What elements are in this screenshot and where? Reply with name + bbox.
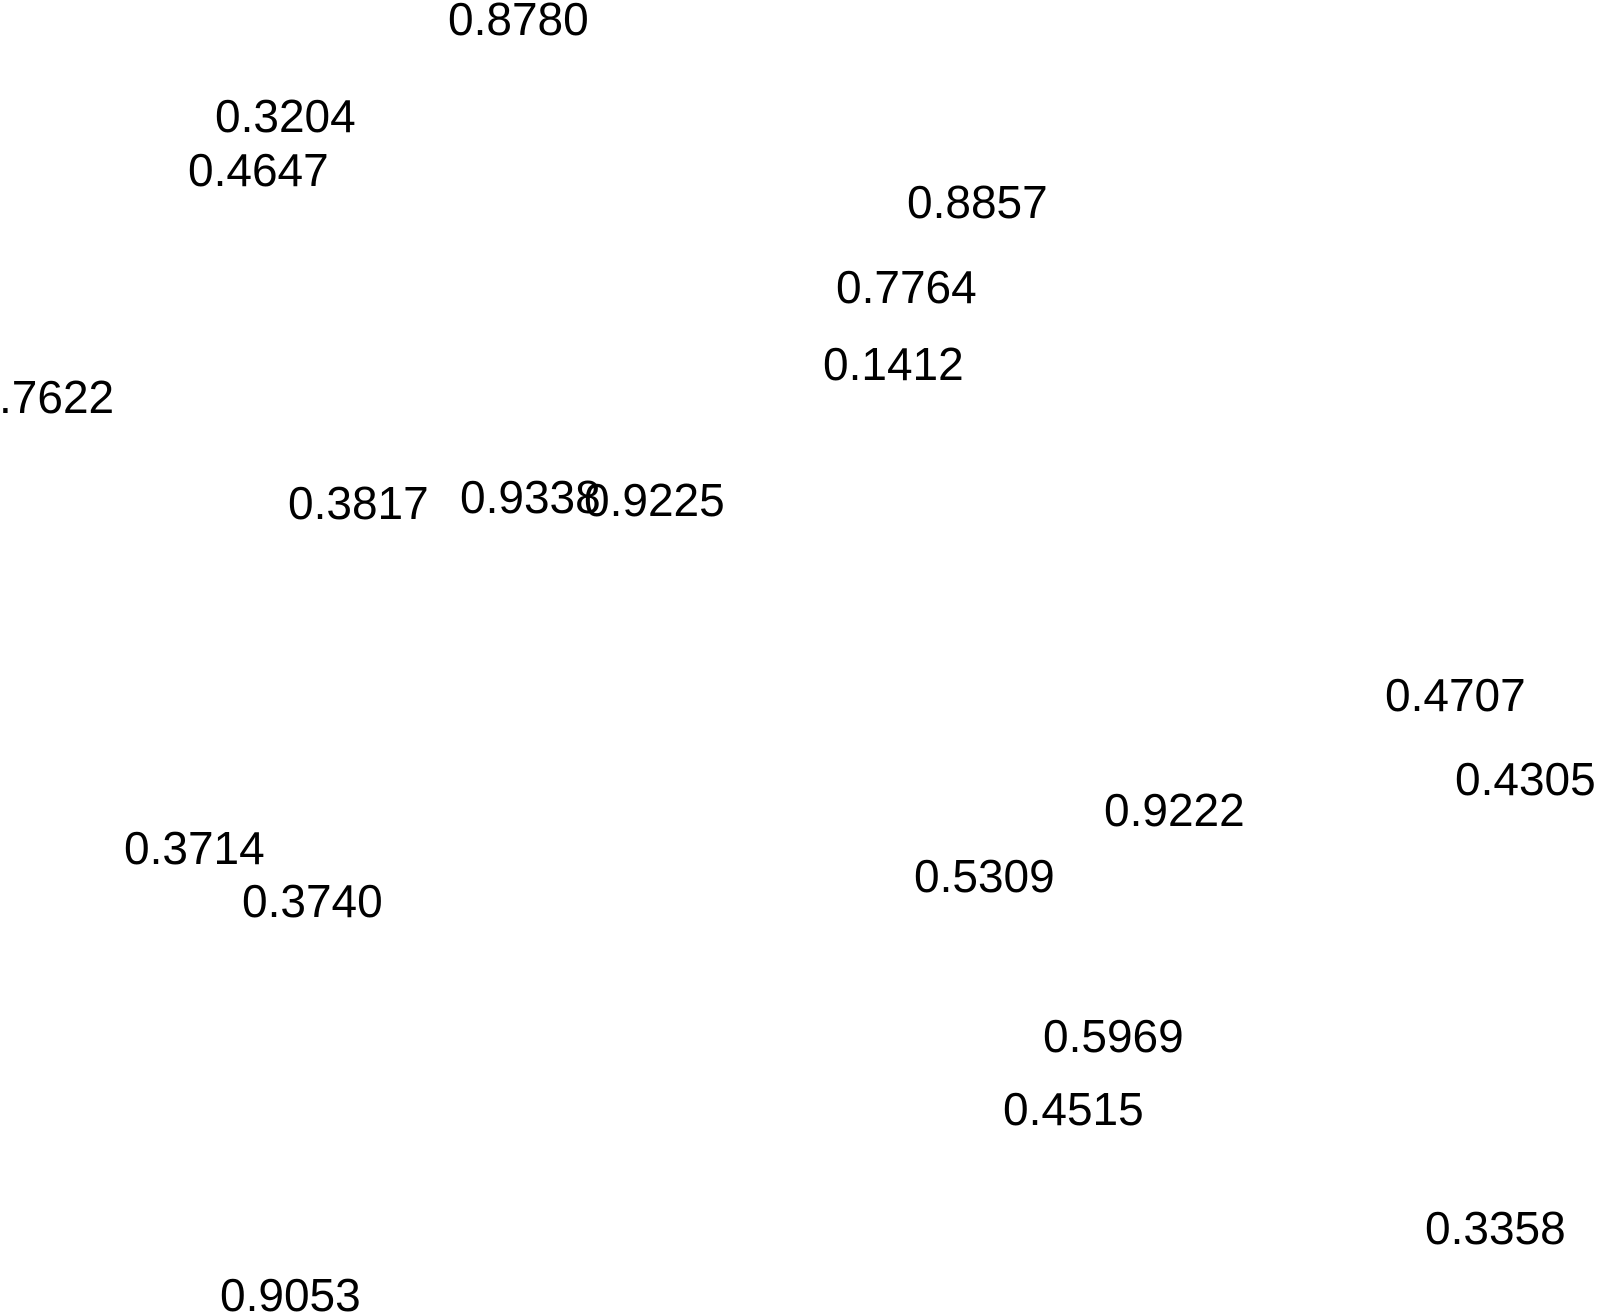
point-label: 0.8780: [448, 0, 589, 45]
point-label: .7622: [0, 371, 114, 423]
point-label: 0.3358: [1425, 1202, 1566, 1254]
point-label: 0.4305: [1455, 753, 1596, 805]
point-label: 0.9222: [1104, 784, 1245, 836]
point-label: 0.8857: [907, 176, 1048, 228]
point-label: 0.9338: [460, 471, 601, 523]
point-label: 0.9225: [584, 474, 725, 526]
point-label: 0.1412: [823, 338, 964, 390]
point-label: 0.3714: [124, 822, 265, 874]
point-label: 0.5309: [914, 850, 1055, 902]
point-label: 0.7764: [836, 261, 977, 313]
point-label: 0.3740: [242, 875, 383, 927]
point-label: 0.3204: [215, 90, 356, 142]
point-label: 0.4515: [1003, 1083, 1144, 1135]
point-label: 0.4647: [188, 144, 329, 196]
point-label: 0.5969: [1043, 1010, 1184, 1062]
point-label: 0.9053: [220, 1269, 361, 1313]
point-label: 0.4707: [1385, 669, 1526, 721]
point-label: 0.3817: [288, 477, 429, 529]
